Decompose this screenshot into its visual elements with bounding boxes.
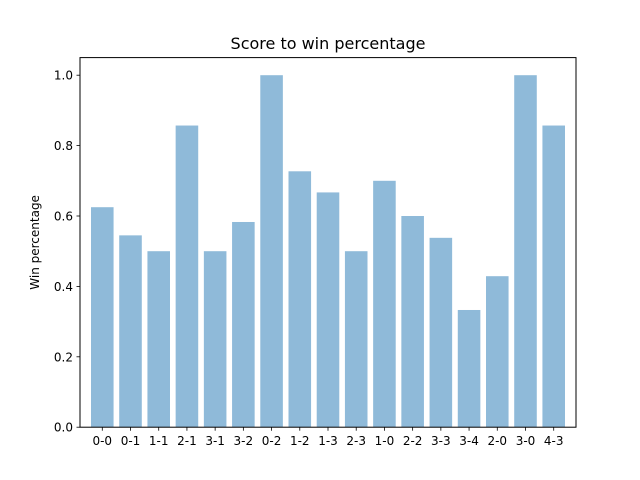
y-axis-label: Win percentage <box>28 195 42 290</box>
bar-3-0 <box>514 75 537 428</box>
bar-1-0 <box>373 180 396 428</box>
y-tick-label: 0.4 <box>54 280 73 294</box>
bar-1-3 <box>316 192 340 428</box>
x-axis: 0-0 0-1 1-1 2-1 3-1 3-2 0-2 1-2 1-3 2-3 1-0 2-2 3-3 3… <box>92 427 564 448</box>
x-tick-label: 3-0 <box>516 434 536 448</box>
x-tick-label: 3-1 <box>205 434 225 448</box>
bar-3-3 <box>429 237 453 428</box>
bar-0-2 <box>260 75 283 428</box>
x-tick-label: 2-2 <box>403 434 423 448</box>
y-axis: 0.0 0.2 0.4 0.6 0.8 1.0 <box>54 69 80 435</box>
x-tick-label: 0-1 <box>121 434 141 448</box>
bar-3-4 <box>457 309 481 428</box>
bar-2-1 <box>175 125 199 428</box>
bar-2-3 <box>344 251 368 428</box>
x-tick-label: 2-0 <box>487 434 507 448</box>
x-tick-label: 1-3 <box>318 434 338 448</box>
x-tick-label: 2-1 <box>177 434 197 448</box>
y-tick-label: 0.0 <box>54 421 73 435</box>
bars-group <box>91 75 565 428</box>
bar-0-0 <box>91 207 114 428</box>
bar-1-1 <box>147 251 171 428</box>
x-tick-label: 3-3 <box>431 434 451 448</box>
bar-2-2 <box>401 216 424 428</box>
bar-2-0 <box>485 276 509 428</box>
x-tick-label: 2-3 <box>346 434 366 448</box>
x-tick-label: 0-2 <box>262 434 282 448</box>
bar-3-2 <box>232 221 255 428</box>
bar-4-3 <box>542 125 565 428</box>
x-tick-label: 3-2 <box>234 434 254 448</box>
y-tick-label: 0.8 <box>54 139 73 153</box>
chart-title: Score to win percentage <box>231 34 426 53</box>
bar-0-1 <box>119 235 142 428</box>
x-tick-label: 1-0 <box>375 434 395 448</box>
bar-3-1 <box>203 251 227 428</box>
x-tick-label: 1-1 <box>149 434 169 448</box>
x-tick-label: 1-2 <box>290 434 310 448</box>
y-tick-label: 1.0 <box>54 69 73 83</box>
x-tick-label: 0-0 <box>92 434 112 448</box>
y-tick-label: 0.6 <box>54 210 73 224</box>
bar-1-2 <box>288 171 312 428</box>
x-tick-label: 4-3 <box>544 434 564 448</box>
y-tick-label: 0.2 <box>54 350 73 364</box>
x-tick-label: 3-4 <box>459 434 479 448</box>
